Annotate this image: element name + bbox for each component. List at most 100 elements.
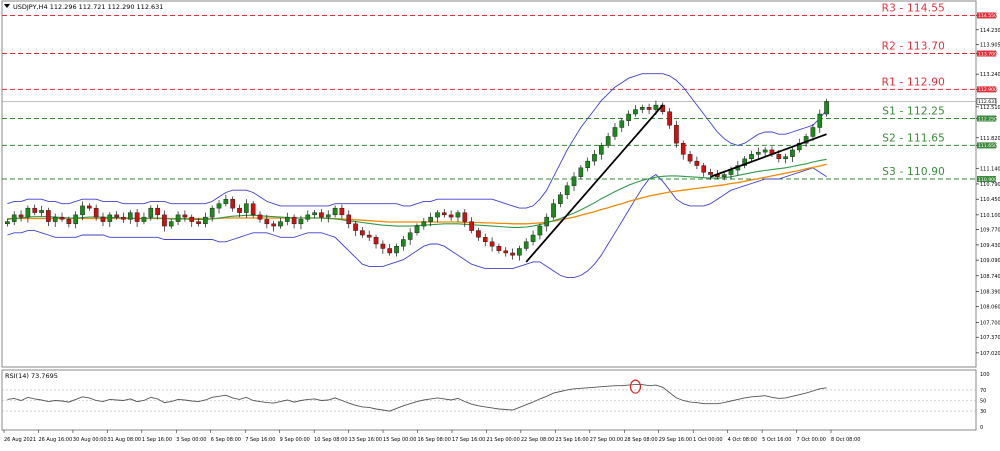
- candle-body: [127, 212, 133, 220]
- bollinger-lower-line: [7, 167, 827, 279]
- candle-body: [592, 154, 597, 162]
- y-axis: 114.55114.230113.905113.70113.240112.901…: [976, 13, 1000, 357]
- candle-body: [694, 160, 700, 166]
- y-tick-label: 109.090: [980, 258, 1000, 264]
- x-tick-label: 23 Sep 16:00: [555, 437, 588, 443]
- candle-body: [435, 212, 440, 218]
- candle-body: [482, 237, 488, 242]
- y-tick-label: 107.700: [980, 320, 1000, 326]
- y-tick-label: 108.060: [980, 304, 1000, 310]
- candle-body: [141, 216, 147, 222]
- y-tick-label: 110.100: [980, 213, 1000, 219]
- x-tick-label: 9 Sep 00:00: [280, 437, 310, 443]
- x-tick-label: 26 Aug 16:00: [38, 437, 72, 443]
- candle-body: [162, 214, 167, 227]
- candle-body: [708, 172, 713, 175]
- candle-body: [196, 221, 201, 225]
- candle-body: [175, 214, 181, 222]
- candle-body: [291, 216, 297, 225]
- candle-body: [5, 221, 10, 225]
- current-price-tag: [976, 98, 997, 105]
- x-tick-label: 3 Sep 00:00: [176, 437, 206, 443]
- candle-body: [762, 149, 768, 153]
- candle-body: [817, 113, 823, 128]
- y-tick-label: 109.430: [980, 243, 1000, 249]
- candle-body: [503, 250, 509, 254]
- x-tick-label: 27 Sep 00:00: [590, 437, 623, 443]
- candle-body: [80, 205, 85, 216]
- trendlines: [525, 104, 827, 263]
- candle-body: [107, 214, 113, 222]
- x-tick-label: 15 Sep 00:00: [383, 437, 416, 443]
- candle-body: [250, 203, 256, 216]
- y-tick-label: 111.820: [980, 136, 1000, 142]
- candle-body: [73, 214, 78, 225]
- candle-body: [448, 214, 454, 218]
- candle-body: [339, 207, 345, 216]
- y-tick-label: 113.240: [980, 72, 1000, 78]
- x-tick-label: 6 Sep 08:00: [211, 437, 241, 443]
- x-tick-label: 26 Aug 2021: [4, 437, 36, 443]
- symbol-dropdown-icon[interactable]: [4, 4, 10, 8]
- x-tick-label: 7 Sep 16:00: [245, 437, 275, 443]
- candle-body: [646, 107, 652, 110]
- current-price-text: 112.631: [978, 99, 997, 105]
- candle-body: [39, 210, 44, 213]
- candle-body: [346, 214, 352, 225]
- rsi-tick-label: 0: [980, 425, 983, 431]
- y-tick-label: 110.790: [980, 182, 1000, 188]
- level-label-s3: S3 - 110.90: [882, 166, 945, 178]
- rsi-line: [7, 384, 827, 412]
- rsi-tick-label: 70: [980, 388, 986, 394]
- candle-body: [537, 225, 543, 236]
- rsi-chart: 100 70 50 30 0: [2, 372, 990, 431]
- candle-body: [619, 120, 625, 128]
- candle-body: [749, 154, 754, 160]
- x-tick-label: 1 Sep 16:00: [142, 437, 172, 443]
- level-label-s2: S2 - 111.65: [882, 132, 945, 144]
- candle-body: [783, 156, 788, 160]
- candle-body: [366, 234, 372, 238]
- candle-body: [325, 214, 331, 218]
- level-labels: R3 - 114.55 114.550 R2 - 113.70 113.700 R1 -…: [882, 2, 997, 182]
- candle-body: [209, 207, 215, 218]
- x-tick-label: 28 Sep 08:00: [624, 437, 657, 443]
- bollinger-bands: [7, 73, 827, 279]
- rsi-tick-label: 30: [980, 409, 986, 415]
- candle-body: [687, 154, 693, 162]
- candle-body: [305, 214, 311, 220]
- x-tick-label: 4 Oct 08:00: [728, 437, 757, 443]
- candle-body: [578, 167, 584, 177]
- candle-body: [803, 136, 809, 144]
- candle-body: [18, 214, 24, 218]
- y-tick-label: 112.510: [980, 105, 1000, 111]
- candle-body: [824, 101, 829, 115]
- candle-body: [742, 158, 747, 166]
- x-tick-label: 7 Oct 00:00: [797, 437, 826, 443]
- x-tick-label: 5 Oct 16:00: [762, 437, 791, 443]
- trendline-2: [710, 133, 827, 178]
- y-tick-label: 110.450: [980, 197, 1000, 203]
- y-tick-label: 107.020: [980, 351, 1000, 357]
- y-tick-label: 108.740: [980, 274, 1000, 280]
- rsi-tick-label: 100: [980, 372, 990, 378]
- candle-body: [476, 230, 481, 238]
- candle-body: [428, 216, 433, 222]
- candle-body: [462, 212, 468, 222]
- level-label-r2: R2 - 113.70: [882, 41, 945, 53]
- candle-body: [421, 221, 427, 227]
- candle-body: [230, 198, 236, 209]
- candle-body: [11, 214, 17, 222]
- candle-body: [756, 151, 761, 155]
- candle-body: [469, 221, 474, 231]
- candle-body: [52, 216, 58, 222]
- candle-body: [585, 160, 590, 169]
- candle-body: [114, 214, 119, 218]
- candle-body: [46, 210, 51, 222]
- rsi-label: RSI(14) 73.7695: [5, 372, 58, 380]
- x-tick-label: 31 Aug 08:00: [107, 437, 141, 443]
- candle-body: [257, 214, 263, 220]
- candle-body: [182, 214, 188, 218]
- candle-body: [523, 241, 529, 249]
